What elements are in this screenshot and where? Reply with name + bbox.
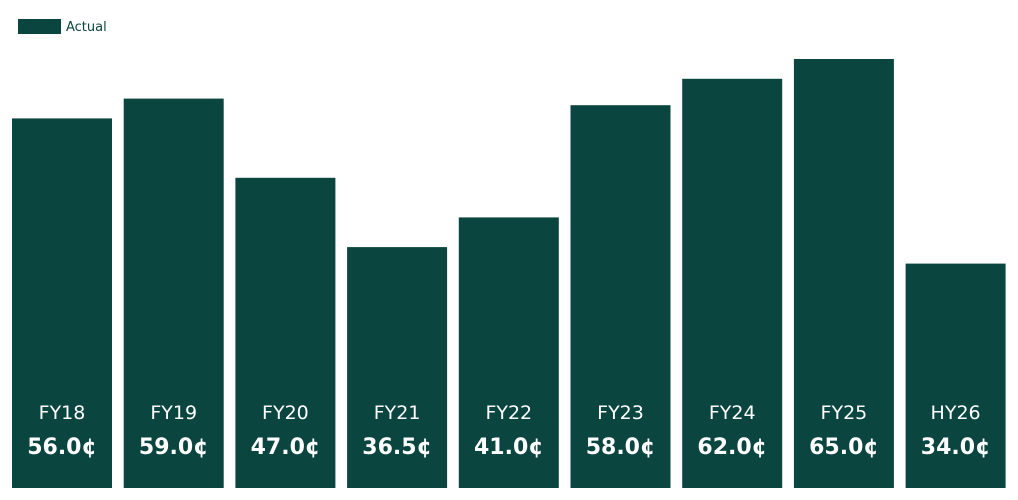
- bar-fy22: [458, 217, 559, 488]
- value-label-fy25: 65.0¢: [809, 435, 879, 460]
- value-label-fy18: 56.0¢: [27, 435, 97, 460]
- bar-fy24: [682, 78, 783, 489]
- category-label-fy19: FY19: [150, 402, 197, 424]
- value-label-fy23: 58.0¢: [586, 435, 656, 460]
- bars-group: FY18 56.0¢ FY19 59.0¢ FY20 47.0¢ FY21 36.5¢ FY22…: [12, 59, 1006, 489]
- value-label-fy21: 36.5¢: [362, 435, 432, 460]
- legend-label-actual: Actual: [66, 20, 107, 35]
- category-label-fy21: FY21: [374, 402, 421, 424]
- value-label-fy20: 47.0¢: [251, 435, 321, 460]
- value-label-hy26: 34.0¢: [921, 435, 991, 460]
- bar-fy23: [570, 105, 671, 488]
- bar-fy18: [12, 118, 112, 489]
- bar-fy25: [793, 59, 894, 488]
- category-label-fy25: FY25: [821, 402, 868, 424]
- bar-fy20: [235, 177, 336, 489]
- value-label-fy22: 41.0¢: [474, 435, 544, 460]
- bar-fy21: [347, 247, 448, 488]
- value-label-fy19: 59.0¢: [139, 435, 209, 460]
- value-label-fy24: 62.0¢: [697, 435, 767, 460]
- legend-swatch-actual: [18, 19, 61, 34]
- category-label-fy24: FY24: [709, 402, 756, 424]
- category-label-fy23: FY23: [597, 402, 644, 424]
- bar-fy19: [123, 98, 224, 488]
- category-label-fy20: FY20: [262, 402, 309, 424]
- legend: Actual: [18, 19, 107, 35]
- bar-hy26: [905, 263, 1006, 488]
- category-label-fy22: FY22: [485, 402, 532, 424]
- category-label-hy26: HY26: [931, 402, 981, 424]
- category-label-fy18: FY18: [39, 402, 86, 424]
